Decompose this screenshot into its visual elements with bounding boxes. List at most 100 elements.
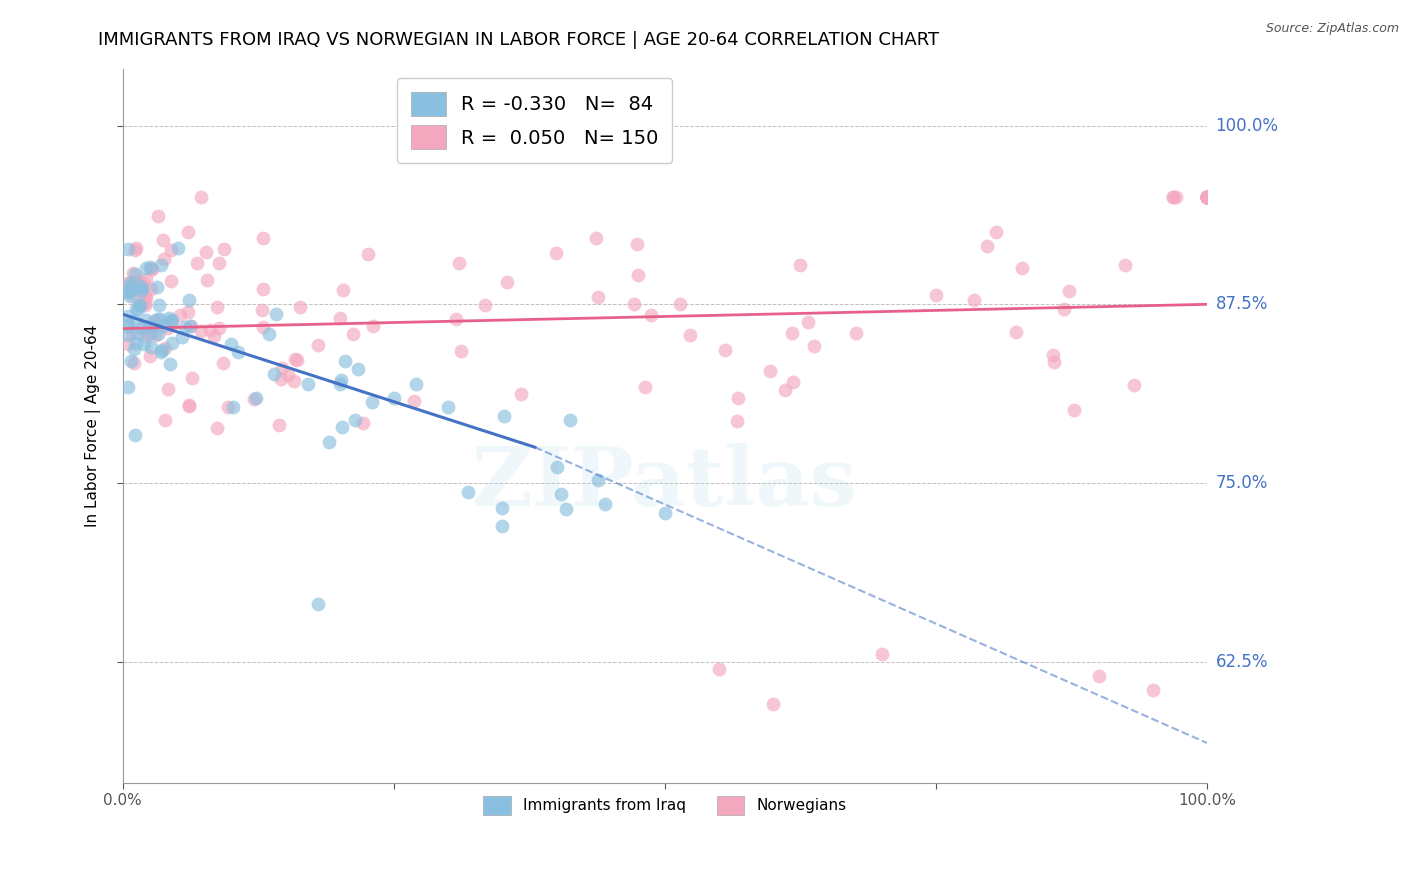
Point — [329, 310, 352, 325]
Point — [117, 319, 139, 334]
Point — [139, 318, 162, 333]
Point — [148, 298, 170, 312]
Point — [963, 293, 986, 307]
Point — [586, 473, 609, 487]
Point — [180, 319, 202, 334]
Point — [157, 311, 180, 326]
Point — [219, 337, 242, 351]
Point — [124, 243, 146, 257]
Point — [623, 297, 645, 311]
Point — [242, 392, 264, 407]
Point — [727, 391, 749, 405]
Point — [145, 280, 167, 294]
Point — [1043, 355, 1066, 369]
Point — [179, 318, 201, 333]
Point — [1087, 669, 1109, 683]
Point — [166, 241, 188, 255]
Point — [138, 349, 160, 363]
Point — [159, 275, 181, 289]
Point — [252, 231, 274, 245]
Point — [162, 318, 184, 332]
Point — [205, 301, 228, 315]
Point — [122, 356, 145, 370]
Point — [177, 225, 200, 239]
Point — [550, 487, 572, 501]
Point — [669, 297, 692, 311]
Point — [194, 245, 217, 260]
Point — [117, 328, 139, 343]
Point — [925, 288, 948, 302]
Point — [725, 413, 748, 427]
Point — [135, 260, 157, 275]
Point — [120, 279, 142, 293]
Point — [555, 502, 578, 516]
Point — [1197, 190, 1219, 204]
Point — [509, 387, 531, 401]
Point — [270, 360, 292, 375]
Point — [803, 339, 825, 353]
Point — [357, 246, 380, 260]
Point — [762, 698, 785, 712]
Point — [159, 357, 181, 371]
Point — [1197, 190, 1219, 204]
Point — [118, 289, 141, 303]
Point — [128, 298, 150, 312]
Point — [627, 268, 650, 282]
Point — [1197, 190, 1219, 204]
Point — [450, 344, 472, 359]
Point — [124, 314, 146, 328]
Point — [180, 370, 202, 384]
Point — [134, 298, 156, 312]
Point — [1197, 190, 1219, 204]
Text: IMMIGRANTS FROM IRAQ VS NORWEGIAN IN LABOR FORCE | AGE 20-64 CORRELATION CHART: IMMIGRANTS FROM IRAQ VS NORWEGIAN IN LAB… — [98, 31, 939, 49]
Point — [252, 282, 274, 296]
Point — [150, 343, 173, 358]
Point — [1114, 258, 1136, 272]
Point — [307, 338, 329, 352]
Point — [773, 383, 796, 397]
Text: Source: ZipAtlas.com: Source: ZipAtlas.com — [1265, 22, 1399, 36]
Point — [1164, 190, 1187, 204]
Point — [117, 276, 139, 290]
Point — [709, 662, 731, 676]
Point — [117, 285, 139, 300]
Point — [1197, 190, 1219, 204]
Point — [1197, 190, 1219, 204]
Point — [135, 312, 157, 326]
Point — [226, 344, 249, 359]
Point — [159, 314, 181, 328]
Point — [170, 329, 193, 343]
Point — [634, 379, 657, 393]
Legend: Immigrants from Iraq, Norwegians: Immigrants from Iraq, Norwegians — [472, 785, 858, 825]
Point — [1197, 190, 1219, 204]
Point — [217, 401, 239, 415]
Point — [1197, 190, 1219, 204]
Point — [1197, 190, 1219, 204]
Point — [117, 285, 139, 300]
Point — [984, 225, 1007, 239]
Point — [150, 258, 173, 272]
Point — [1163, 190, 1185, 204]
Point — [1004, 326, 1026, 340]
Point — [283, 375, 305, 389]
Point — [546, 245, 568, 260]
Point — [382, 391, 405, 405]
Point — [149, 311, 172, 326]
Point — [141, 326, 163, 340]
Point — [329, 376, 352, 391]
Point — [1197, 190, 1219, 204]
Point — [1161, 190, 1184, 204]
Point — [124, 289, 146, 303]
Point — [190, 325, 212, 339]
Point — [333, 354, 356, 368]
Point — [713, 343, 735, 358]
Point — [546, 459, 568, 474]
Point — [496, 275, 519, 289]
Point — [125, 335, 148, 350]
Point — [269, 418, 291, 433]
Point — [129, 279, 152, 293]
Point — [131, 281, 153, 295]
Point — [128, 298, 150, 312]
Point — [491, 518, 513, 533]
Point — [208, 321, 231, 335]
